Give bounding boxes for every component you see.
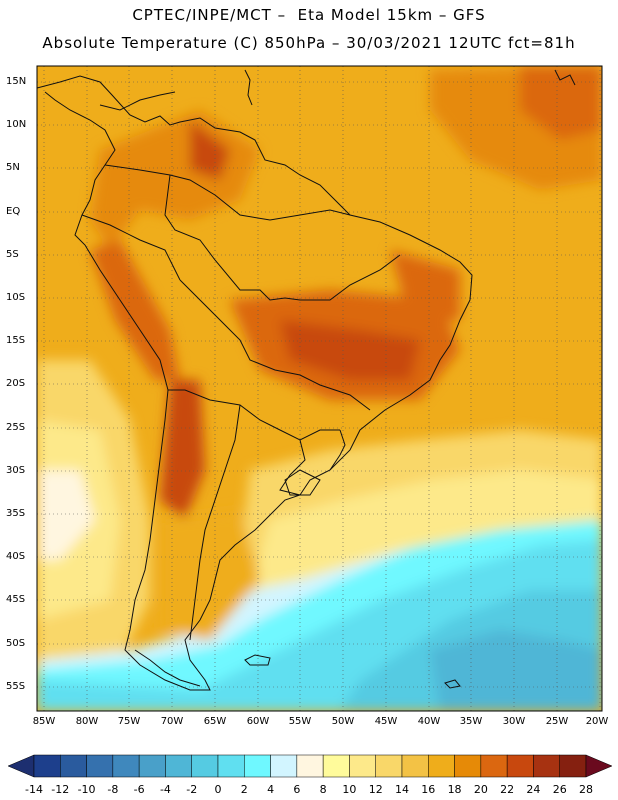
colorbar-swatch (349, 754, 376, 778)
colorbar-swatch (191, 754, 219, 778)
lat-label: 35S (6, 508, 26, 519)
lon-label: 30W (502, 716, 526, 727)
lon-label: 75W (117, 716, 141, 727)
colorbar-swatch (322, 754, 350, 778)
lat-label: 20S (6, 378, 26, 389)
colorbar-label: 2 (240, 783, 248, 796)
colorbar-label: -14 (25, 783, 43, 796)
colorbar-label: 18 (447, 783, 462, 796)
lat-label: 10N (6, 119, 27, 130)
colorbar-swatch (270, 754, 298, 778)
lon-label: 35W (459, 716, 483, 727)
lon-label: 50W (331, 716, 355, 727)
lon-label: 40W (417, 716, 441, 727)
lat-label: 5N (6, 162, 20, 173)
colorbar-swatch (138, 754, 166, 778)
colorbar-swatch (480, 754, 508, 778)
colorbar-label: -8 (107, 783, 119, 796)
map-title-line-2: Absolute Temperature (C) 850hPa – 30/03/… (42, 34, 576, 52)
temperature-field (37, 66, 602, 711)
lat-label: 25S (6, 422, 26, 433)
lat-label: 10S (6, 292, 26, 303)
colorbar-label: 22 (500, 783, 515, 796)
lat-label: 15S (6, 335, 26, 346)
colorbar-swatch (86, 754, 114, 778)
lon-label: 55W (288, 716, 312, 727)
colorbar-swatch (60, 754, 87, 778)
coastline (37, 69, 576, 691)
colorbar-label: 26 (552, 783, 567, 796)
colorbar (7, 754, 613, 778)
colorbar-swatch (401, 754, 429, 778)
lon-label: 45W (374, 716, 398, 727)
colorbar-max-arrow (585, 754, 613, 778)
lon-label: 20W (585, 716, 609, 727)
colorbar-min-arrow (7, 754, 35, 778)
lon-label: 25W (545, 716, 569, 727)
lat-label: 50S (6, 638, 26, 649)
colorbar-swatch (112, 754, 140, 778)
lon-label: 70W (160, 716, 184, 727)
lon-label: 65W (203, 716, 227, 727)
colorbar-swatch (428, 754, 455, 778)
lat-label: EQ (6, 206, 21, 217)
colorbar-swatch (244, 754, 271, 778)
colorbar-label: 6 (293, 783, 301, 796)
colorbar-swatch (506, 754, 534, 778)
lat-label: 40S (6, 551, 26, 562)
lat-label: 30S (6, 465, 26, 476)
colorbar-swatch (33, 754, 61, 778)
lon-label: 80W (75, 716, 99, 727)
lat-label: 55S (6, 681, 26, 692)
colorbar-label: -6 (133, 783, 145, 796)
colorbar-label: -4 (159, 783, 171, 796)
map-title-line-1: CPTEC/INPE/MCT – Eta Model 15km – GFS (132, 6, 486, 24)
colorbar-label: 20 (473, 783, 488, 796)
colorbar-swatch (375, 754, 403, 778)
colorbar-label: 4 (267, 783, 275, 796)
colorbar-label: 14 (395, 783, 409, 796)
colorbar-label: 0 (214, 783, 222, 796)
colorbar-swatch (217, 754, 245, 778)
colorbar-label: 16 (421, 783, 436, 796)
colorbar-label: -10 (77, 783, 96, 796)
lon-label: 60W (246, 716, 270, 727)
lon-label: 85W (32, 716, 56, 727)
colorbar-swatch (533, 754, 560, 778)
lat-label: 45S (6, 594, 26, 605)
colorbar-label: 28 (579, 783, 593, 796)
colorbar-label: 8 (319, 783, 327, 796)
colorbar-swatch (296, 754, 324, 778)
colorbar-label: -12 (51, 783, 70, 796)
colorbar-swatch (559, 754, 587, 778)
colorbar-swatch (454, 754, 482, 778)
lat-label: 15N (6, 76, 27, 87)
colorbar-swatch (165, 754, 192, 778)
colorbar-label: -2 (186, 783, 198, 796)
colorbar-label: 10 (342, 783, 357, 796)
colorbar-label: 12 (368, 783, 383, 796)
plot-frame (36, 65, 603, 712)
lat-label: 5S (6, 249, 19, 260)
colorbar-label: 24 (526, 783, 541, 796)
